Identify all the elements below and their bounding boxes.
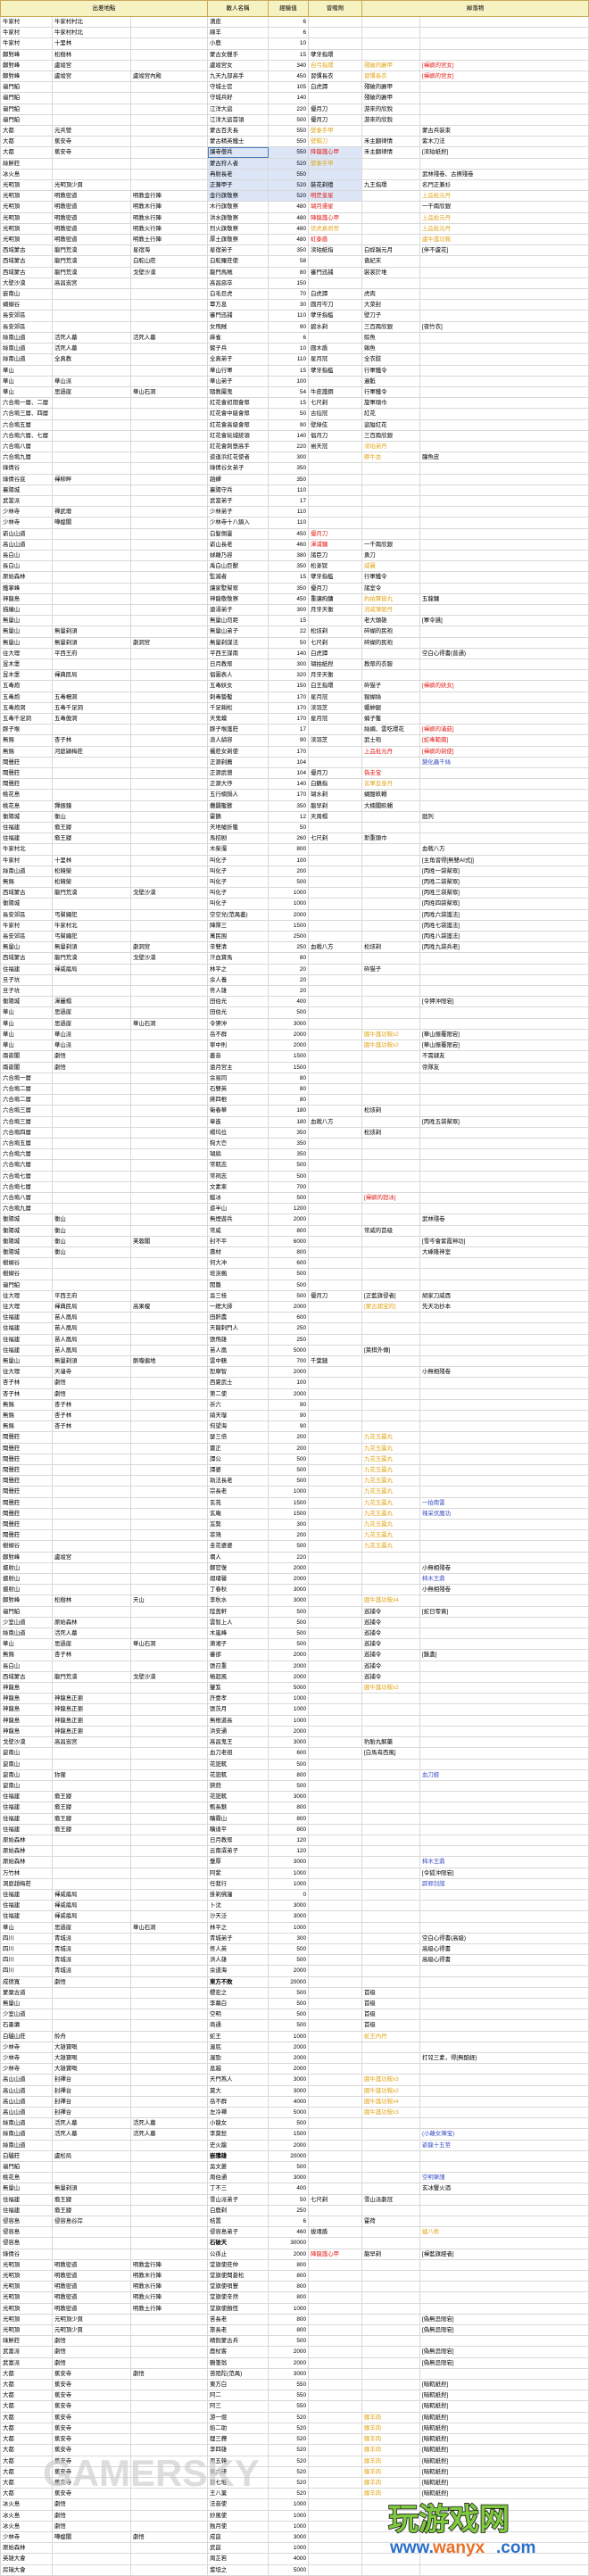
svg-text:.com: .com (496, 2539, 535, 2557)
svg-text:wanyx: wanyx (432, 2539, 485, 2557)
svg-text:www.: www. (389, 2539, 434, 2557)
svg-text:玩游戏网: 玩游戏网 (388, 2503, 510, 2537)
